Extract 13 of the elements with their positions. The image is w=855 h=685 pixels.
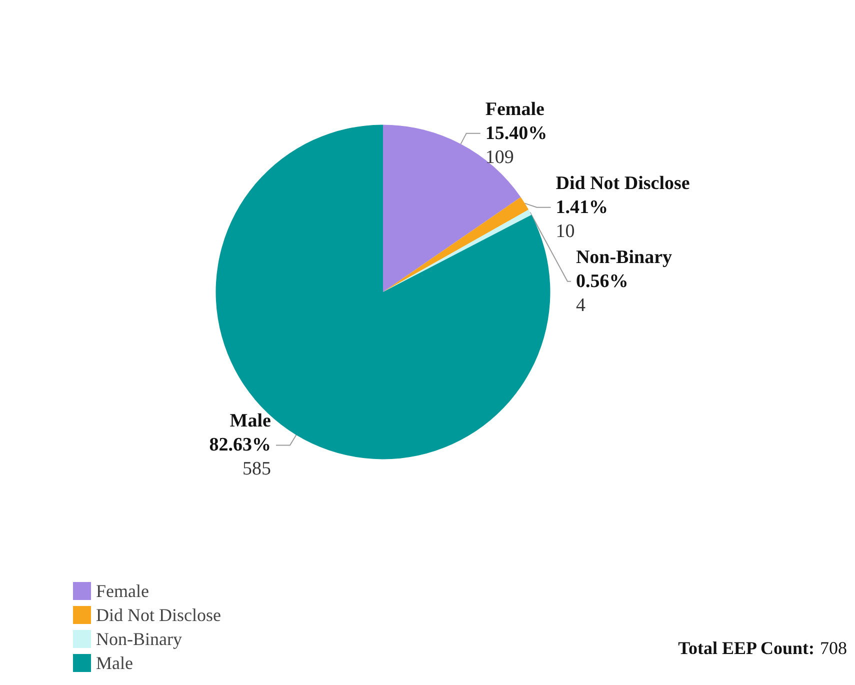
slice-label: Female bbox=[485, 98, 544, 120]
legend-label: Female bbox=[96, 581, 149, 601]
legend-label: Did Not Disclose bbox=[96, 605, 221, 625]
slice-label: Did Not Disclose bbox=[556, 172, 690, 194]
data-label: 15.40% 109 bbox=[485, 122, 548, 168]
legend-label: Non-Binary bbox=[96, 629, 182, 649]
data-label: 1.41% 10 bbox=[556, 196, 608, 242]
slice-label: Non-Binary bbox=[576, 246, 673, 268]
legend-label: Male bbox=[96, 653, 133, 673]
slice-label: Male bbox=[230, 410, 271, 432]
text: Total EEP Count: 708 bbox=[678, 638, 847, 658]
data-label: 82.63% 585 bbox=[209, 434, 271, 480]
data-label: 0.56% 4 bbox=[576, 270, 628, 316]
